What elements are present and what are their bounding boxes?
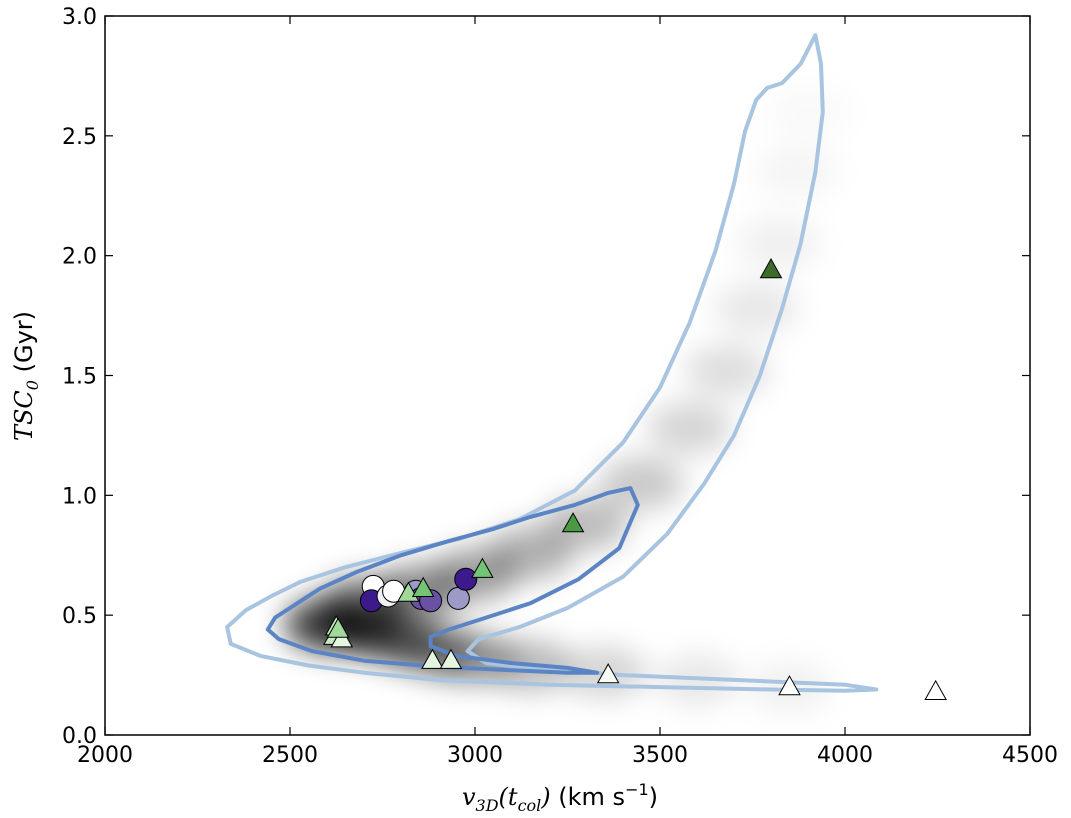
triangle-point — [326, 617, 350, 638]
x-axis-label-close: ) — [540, 783, 550, 811]
x-axis-label: v3D(tcol) (km s−1) — [462, 780, 658, 815]
y-axis-label-var: TSC — [10, 390, 38, 441]
density-blob — [766, 86, 850, 138]
triangle-point — [421, 648, 444, 669]
x-axis-label-paren: (t — [499, 783, 518, 811]
axis-ticks: 2000 2500 3000 3500 4000 4500 0.0 0.5 1.0 1.5 2.0 2… — [62, 5, 1058, 768]
density-map — [285, 86, 850, 714]
x-axis-label-var: v — [462, 783, 476, 811]
triangle-point — [411, 576, 435, 598]
y-tick-label: 0.0 — [62, 724, 97, 749]
contour-outer — [225, 33, 879, 693]
x-tick-label: 3500 — [632, 743, 688, 768]
x-tick-label: 4000 — [817, 743, 873, 768]
density-blob — [647, 402, 732, 455]
x-tick-label: 2000 — [77, 743, 133, 768]
x-axis-label-exp: −1 — [625, 780, 649, 799]
x-axis-label-units-close: ) — [649, 783, 658, 811]
density-blob — [755, 146, 839, 198]
triangle-point — [439, 648, 463, 669]
density-blob — [736, 217, 821, 270]
y-tick-label: 1.5 — [62, 365, 97, 390]
x-axis-label-units: (km s — [551, 783, 625, 811]
circle-point — [454, 567, 478, 591]
y-tick-label: 2.0 — [62, 245, 97, 270]
plot-frame — [104, 15, 1031, 736]
density-blob — [684, 344, 769, 397]
y-axis-label: TSC0 (Gyr) — [10, 311, 42, 441]
y-axis-label-units: (Gyr) — [10, 311, 38, 380]
density-blob — [544, 498, 628, 551]
x-axis-label-sub2: col — [518, 796, 542, 815]
data-points — [323, 258, 947, 701]
y-tick-label: 3.0 — [62, 5, 97, 30]
triangle-point — [561, 512, 585, 533]
y-tick-label: 2.5 — [62, 125, 97, 150]
density-blob — [488, 526, 573, 579]
contour-inner — [265, 486, 640, 675]
y-axis-label-sub: 0 — [23, 380, 42, 390]
x-tick-label: 2500 — [262, 743, 318, 768]
y-tick-label: 0.5 — [62, 604, 97, 629]
y-tick-label: 1.0 — [62, 484, 97, 509]
triangle-point — [596, 663, 620, 684]
contours — [225, 33, 879, 693]
x-tick-label: 3000 — [447, 743, 503, 768]
triangle-point — [759, 258, 783, 279]
x-axis-label-sub: 3D — [476, 796, 499, 815]
density-blob — [599, 457, 684, 510]
triangle-point — [471, 557, 494, 578]
triangle-point — [778, 675, 801, 696]
x-tick-label: 4500 — [1002, 743, 1058, 768]
triangle-point — [924, 679, 947, 701]
